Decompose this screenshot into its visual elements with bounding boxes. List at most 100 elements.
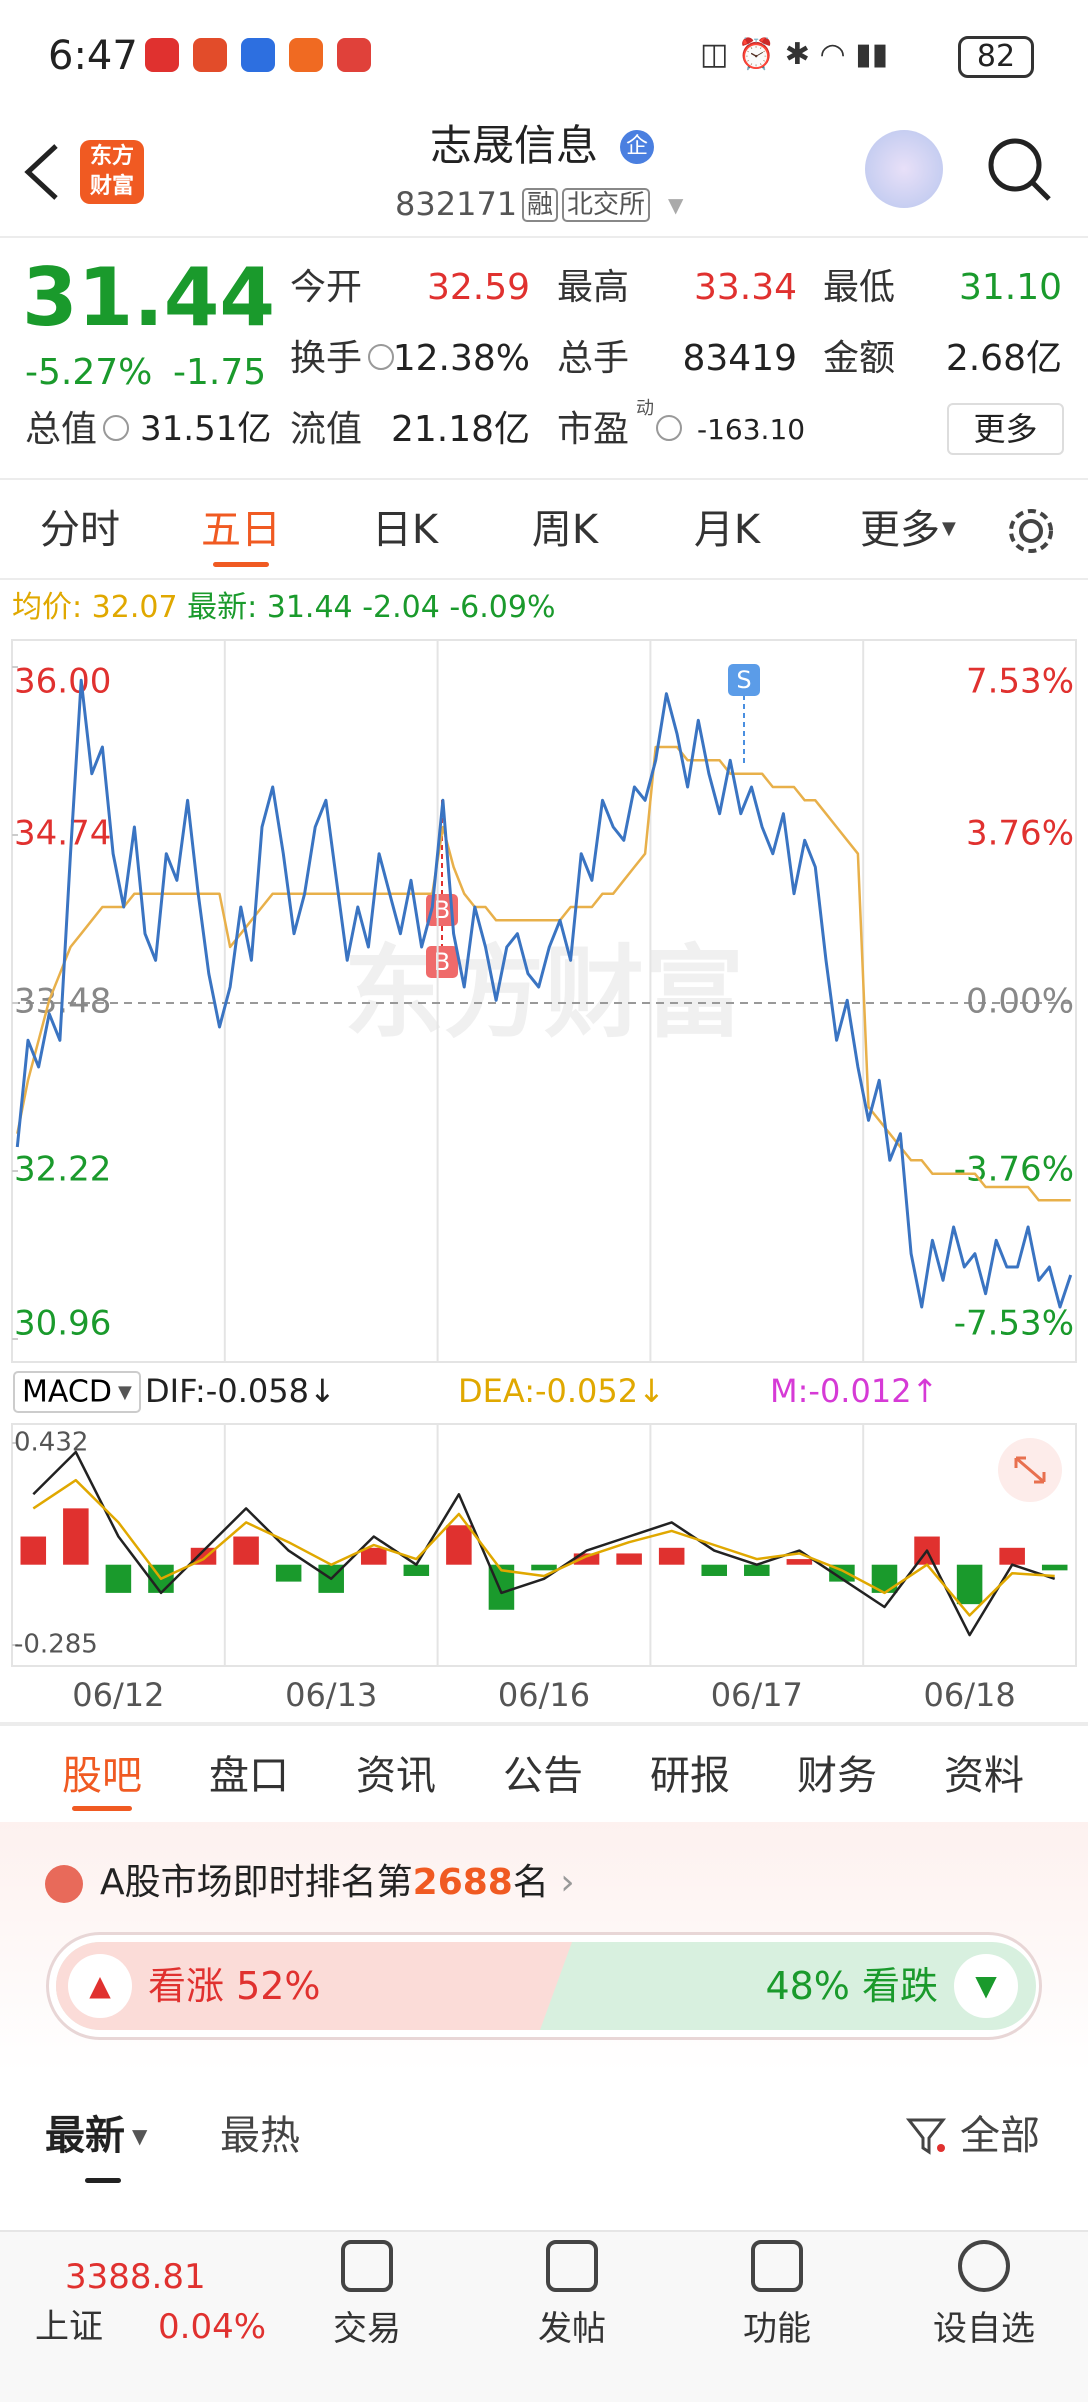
dropdown-icon[interactable]: ▼ <box>132 2124 148 2148</box>
period-tab[interactable]: 周K <box>531 507 599 553</box>
period-tab[interactable]: 日K <box>371 507 439 553</box>
status-icons <box>145 38 371 72</box>
macd-bar <box>956 1564 983 1605</box>
info-icon[interactable] <box>656 415 682 441</box>
filter-icon[interactable] <box>905 2114 949 2158</box>
nav-label[interactable]: 发帖 <box>538 2309 606 2349</box>
period-tab[interactable]: 更多 <box>860 507 940 553</box>
y-tick-label: 30.96 <box>14 1304 111 1344</box>
avg-value: 32.07 <box>91 590 178 625</box>
y2-tick-label: 7.53% <box>966 662 1074 702</box>
nav-icon[interactable] <box>341 2240 393 2292</box>
bear-button[interactable]: ▼ <box>954 1954 1018 2018</box>
bull-button[interactable]: ▲ <box>68 1954 132 2018</box>
bear-label: 48% 看跌 <box>765 1964 938 2008</box>
x-tick-label: 06/13 <box>285 1676 377 1714</box>
series-line <box>32 1478 1055 1617</box>
sub-tab[interactable]: 财务 <box>797 1753 877 1799</box>
index-change[interactable]: 0.04% <box>158 2307 267 2347</box>
sub-tab[interactable]: 盘口 <box>209 1753 289 1799</box>
macd-bar <box>20 1536 47 1565</box>
macd-name[interactable]: MACD <box>22 1375 112 1410</box>
annotation-label: B <box>434 896 450 924</box>
field-label: 流值 <box>290 409 363 450</box>
sub-tab[interactable]: 公告 <box>503 1753 583 1799</box>
x-tick-label: 06/16 <box>498 1676 590 1714</box>
sub-tab[interactable]: 研报 <box>650 1753 730 1799</box>
search-button[interactable] <box>985 135 1055 205</box>
macd-bar <box>744 1564 770 1576</box>
ranking-text[interactable]: A股市场即时排名第2688名 › <box>100 1862 575 1903</box>
tag: 融 <box>522 188 559 222</box>
macd-frame <box>11 1423 1077 1667</box>
nav-label[interactable]: 设自选 <box>933 2309 1035 2349</box>
y-tick-label: 36.00 <box>14 662 111 702</box>
macd-bar <box>360 1547 387 1565</box>
dropdown-icon[interactable]: ▼ <box>118 1382 132 1403</box>
assistant-avatar[interactable] <box>865 130 943 208</box>
period-tab[interactable]: 月K <box>693 507 761 553</box>
ranking-number: 2688 <box>412 1862 513 1903</box>
info-icon[interactable] <box>103 415 129 441</box>
field-value: 21.18亿 <box>390 409 530 450</box>
status-glyphs: ◫ ⏰ ✱ ◠ ▮▮ <box>700 37 889 72</box>
field-label: 换手 <box>290 338 363 379</box>
app-logo[interactable]: 东方财富 <box>80 140 144 204</box>
dropdown-icon[interactable]: ▼ <box>942 518 956 539</box>
dif-label: DIF:-0.058↓ <box>145 1372 336 1410</box>
nav-label[interactable]: 功能 <box>743 2309 811 2349</box>
index-name[interactable]: 上证 <box>35 2307 103 2347</box>
tag: 北交所 <box>562 188 651 222</box>
y2-tick-label: 0.00% <box>966 982 1074 1022</box>
more-button[interactable]: 更多 <box>947 403 1064 455</box>
dropdown-icon[interactable]: ▼ <box>668 193 684 217</box>
nav-icon[interactable] <box>958 2240 1010 2292</box>
field-value: 32.59 <box>426 267 530 308</box>
field-value: 31.51亿 <box>140 409 272 449</box>
nav-icon[interactable] <box>751 2240 803 2292</box>
stock-title: 志晟信息 <box>430 121 599 170</box>
divider <box>0 578 1088 580</box>
period-tab[interactable]: 分时 <box>40 507 120 553</box>
back-button[interactable] <box>20 140 64 204</box>
macd-selector[interactable] <box>13 1371 141 1413</box>
change: -1.75 <box>173 352 267 393</box>
info-line: 均价: 32.07 最新: 31.44 -2.04 -6.09% <box>12 593 556 623</box>
dea-label: DEA:-0.052↓ <box>458 1372 665 1410</box>
bull-label: 看涨 52% <box>148 1964 321 2008</box>
x-tick-label: 06/18 <box>923 1676 1015 1714</box>
index-value[interactable]: 3388.81 <box>65 2257 206 2297</box>
annotation-label: B <box>434 948 450 976</box>
feed-tab-latest[interactable]: 最新 <box>45 2113 125 2159</box>
tab-indicator <box>85 2178 121 2183</box>
tab-indicator <box>213 562 269 567</box>
battery: 82 <box>958 36 1034 78</box>
feed-tab-hot[interactable]: 最热 <box>220 2113 300 2159</box>
nav-label[interactable]: 交易 <box>333 2309 401 2349</box>
filter-label[interactable]: 全部 <box>960 2113 1040 2159</box>
settings-button[interactable] <box>1005 505 1057 557</box>
annotation-label: S <box>736 666 751 694</box>
macd-bar <box>403 1564 430 1576</box>
field-value: 2.68亿 <box>945 338 1062 379</box>
watermark: 东方财富 <box>344 934 744 1051</box>
macd-bar <box>275 1564 302 1582</box>
series-line <box>16 745 1071 1202</box>
nav-icon[interactable] <box>546 2240 598 2292</box>
field-label: 总值 <box>25 409 98 450</box>
field-label: 市盈 <box>557 409 630 450</box>
field-label: 金额 <box>823 338 896 379</box>
price: 31.44 <box>22 251 276 344</box>
status-time: 6:47 <box>48 33 138 79</box>
bottom-nav <box>0 2230 1088 2402</box>
sub-tab[interactable]: 资讯 <box>356 1753 436 1799</box>
latest-change-pct: -6.09% <box>449 590 556 625</box>
macd-bar <box>531 1564 557 1571</box>
field-value: 31.10 <box>958 267 1062 308</box>
tab-indicator <box>72 1806 132 1811</box>
info-icon[interactable] <box>368 344 394 370</box>
period-tab[interactable]: 五日 <box>201 507 281 553</box>
avg-label: 均价: <box>12 590 83 625</box>
sub-tab[interactable]: 资料 <box>944 1753 1024 1799</box>
sub-tab[interactable]: 股吧 <box>62 1753 142 1799</box>
